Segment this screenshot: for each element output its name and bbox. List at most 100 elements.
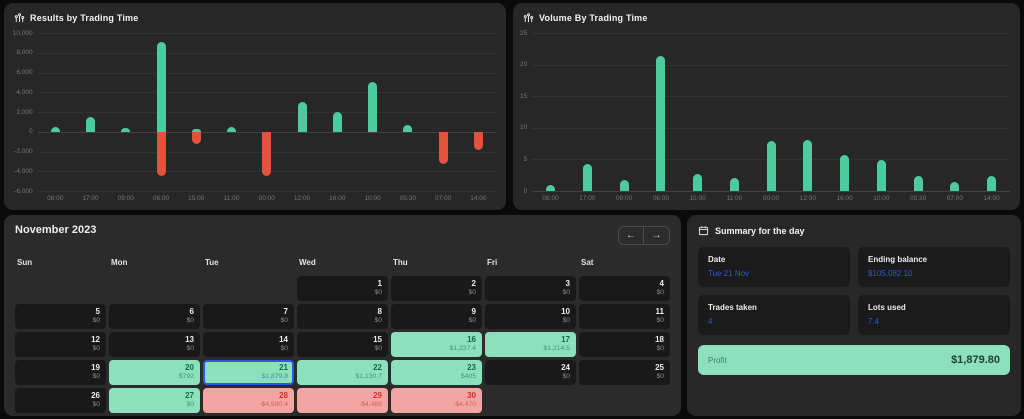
profit-value: $1,879.80: [951, 354, 1000, 366]
calendar-day-cell[interactable]: 27 $0: [109, 388, 200, 413]
calendar-day-cell[interactable]: 16 $1,237.4: [391, 332, 482, 357]
calendar-next-button[interactable]: →: [644, 227, 669, 244]
day-number: 2: [471, 279, 476, 288]
day-result-value: $0: [656, 345, 664, 352]
calendar-day-cell[interactable]: 20 $792: [109, 360, 200, 385]
calendar-empty-slot: [109, 276, 200, 301]
calendar-day-cell[interactable]: 21 $1,879.8: [203, 360, 294, 385]
volume-bar: [840, 154, 850, 191]
summary-card-value: Tue 21 Nov: [708, 269, 750, 278]
x-axis-tick-label: 05:30: [909, 195, 927, 202]
calendar-day-cell[interactable]: 19 $0: [15, 360, 106, 385]
calendar-day-cell[interactable]: 24 $0: [485, 360, 576, 385]
x-axis-tick-label: 15:00: [188, 195, 205, 202]
gridline: [532, 127, 1010, 129]
day-number: 22: [373, 363, 382, 372]
calendar-day-cell[interactable]: 12 $0: [15, 332, 106, 357]
x-axis-tick-label: 11:00: [726, 195, 743, 202]
calendar-day-cell[interactable]: 9 $0: [391, 304, 482, 329]
day-number: 10: [561, 307, 570, 316]
calendar-day-cell[interactable]: 25 $0: [579, 360, 670, 385]
volume-chart: 25 20 15 10 5 0 08:00 17:00 09:00 06:00 15:00 11:00…: [515, 27, 1018, 205]
day-result-value: $0: [656, 373, 664, 380]
day-number: 25: [655, 363, 664, 372]
volume-chart-panel: Volume By Trading Time 25 20 15 10 5 0 08:00 17…: [513, 3, 1020, 210]
day-result-value: $0: [92, 373, 100, 380]
day-result-value: $0: [374, 289, 382, 296]
calendar-day-cell[interactable]: 13 $0: [109, 332, 200, 357]
y-axis-tick-label: -6,000: [14, 187, 33, 195]
results-bar: [191, 129, 201, 132]
results-bar: [473, 131, 483, 151]
weekday-label: Tue: [205, 258, 219, 267]
y-axis-tick-label: 2,000: [16, 108, 33, 116]
calendar-day-cell[interactable]: 10 $0: [485, 304, 576, 329]
x-axis-tick-label: 14:00: [470, 195, 487, 202]
results-bar: [438, 131, 448, 164]
day-number: 28: [279, 391, 288, 400]
calendar-day-cell[interactable]: 8 $0: [297, 304, 388, 329]
y-axis-tick-label: 8,000: [16, 49, 33, 57]
calendar-prev-button[interactable]: ←: [619, 227, 644, 244]
arrow-right-icon: →: [651, 229, 662, 241]
calendar-weekday-row: Sun Mon Tue Wed Thu Fri Sat: [15, 258, 670, 267]
summary-card-label: Lots used: [868, 303, 906, 312]
results-bar: [191, 131, 201, 145]
y-axis-tick-label: 15: [519, 92, 528, 100]
x-axis-tick-label: 10:00: [364, 195, 381, 202]
day-number: 15: [373, 335, 382, 344]
day-result-value: $1,214.5: [543, 345, 570, 352]
calendar-day-cell[interactable]: 30 -$4,470: [391, 388, 482, 413]
day-result-value: $0: [468, 317, 476, 324]
results-bar: [156, 131, 166, 176]
y-axis-tick-label: 4,000: [16, 88, 33, 96]
day-result-value: $0: [374, 317, 382, 324]
calendar-header: November 2023 ← →: [15, 224, 670, 245]
calendar-day-cell[interactable]: 15 $0: [297, 332, 388, 357]
calendar-day-cell[interactable]: 17 $1,214.5: [485, 332, 576, 357]
calendar-day-cell[interactable]: 18 $0: [579, 332, 670, 357]
calendar-day-cell[interactable]: 11 $0: [579, 304, 670, 329]
summary-card: Date Tue 21 Nov: [698, 247, 850, 287]
candlestick-chart-icon: [523, 12, 534, 23]
calendar-day-cell[interactable]: 2 $0: [391, 276, 482, 301]
x-axis-tick-label: 08:00: [47, 195, 64, 202]
calendar-day-cell[interactable]: 1 $0: [297, 276, 388, 301]
weekday-label: Mon: [111, 258, 128, 267]
calendar-day-cell[interactable]: 7 $0: [203, 304, 294, 329]
calendar-day-cell[interactable]: 22 $1,130.7: [297, 360, 388, 385]
y-axis-tick-label: 0: [28, 128, 33, 136]
gridline: [532, 64, 1010, 66]
x-axis-tick-label: 06:00: [652, 195, 669, 202]
calendar-day-cell[interactable]: 5 $0: [15, 304, 106, 329]
calendar-day-cell[interactable]: 28 -$4,590.4: [203, 388, 294, 413]
day-result-value: -$4,488: [358, 401, 382, 408]
day-result-value: $0: [92, 401, 100, 408]
calendar-nav: ← →: [618, 226, 670, 245]
volume-bar: [693, 173, 703, 191]
x-axis-tick-label: 09:00: [117, 195, 134, 202]
calendar-day-cell[interactable]: 3 $0: [485, 276, 576, 301]
calendar-day-cell[interactable]: 26 $0: [15, 388, 106, 413]
day-number: 21: [279, 363, 288, 372]
calendar-day-cell[interactable]: 29 -$4,488: [297, 388, 388, 413]
day-number: 29: [373, 391, 382, 400]
y-axis-tick-label: 10,000: [12, 29, 33, 37]
volume-bar: [876, 160, 886, 191]
calendar-empty-slot: [485, 388, 576, 413]
calendar-day-cell[interactable]: 23 $405: [391, 360, 482, 385]
summary-card: Trades taken 4: [698, 295, 850, 335]
calendar-day-cell[interactable]: 4 $0: [579, 276, 670, 301]
x-axis-tick-label: 06:00: [152, 195, 170, 202]
calendar-empty-slot: [15, 276, 106, 301]
gridline: [532, 33, 1010, 34]
calendar-day-cell[interactable]: 14 $0: [203, 332, 294, 357]
y-axis-tick-label: 20: [519, 61, 528, 69]
calendar-day-cell[interactable]: 6 $0: [109, 304, 200, 329]
weekday-label: Fri: [487, 258, 498, 267]
day-number: 20: [185, 363, 194, 372]
day-result-value: -$4,470: [452, 401, 476, 408]
day-result-value: $0: [562, 373, 570, 380]
day-result-value: $0: [374, 345, 382, 352]
y-axis-tick-label: 5: [523, 155, 528, 163]
